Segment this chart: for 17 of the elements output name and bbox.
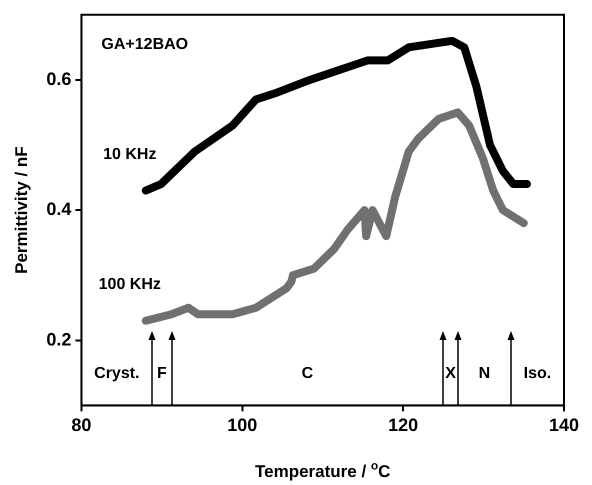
x-tick-label: 80 [71, 415, 92, 436]
annotation: C [302, 364, 314, 382]
y-tick-label: 0.2 [46, 329, 72, 350]
annotation: F [156, 364, 167, 382]
annotation: Iso. [524, 364, 552, 382]
annotation: Cryst. [94, 364, 140, 382]
y-tick-label: 0.6 [46, 68, 72, 89]
annotation: GA+12BAO [101, 36, 188, 54]
y-tick-label: 0.4 [46, 199, 72, 220]
y-axis-title: Permittivity / nF [12, 146, 31, 274]
series-label: 100 KHz [98, 276, 161, 294]
annotation: N [478, 364, 490, 382]
x-tick-label: 140 [548, 415, 580, 436]
series-label: 10 KHz [103, 146, 156, 163]
x-tick-label: 100 [227, 415, 258, 436]
x-tick-label: 120 [388, 415, 418, 436]
annotation: X [445, 364, 456, 382]
